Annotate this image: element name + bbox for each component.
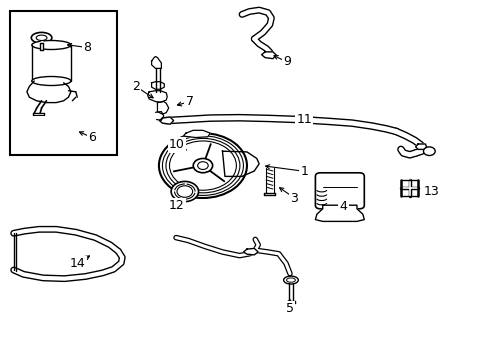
Text: 4: 4 <box>339 200 347 213</box>
Ellipse shape <box>283 276 298 284</box>
Ellipse shape <box>32 77 71 85</box>
Text: 14: 14 <box>69 257 85 270</box>
Polygon shape <box>222 151 259 176</box>
Polygon shape <box>159 117 173 124</box>
Text: 1: 1 <box>300 165 308 178</box>
Text: 2: 2 <box>132 80 140 93</box>
Circle shape <box>423 147 434 156</box>
Polygon shape <box>157 102 168 114</box>
Text: 7: 7 <box>185 95 193 108</box>
Ellipse shape <box>286 278 295 282</box>
Bar <box>10 11 117 155</box>
Polygon shape <box>151 57 161 68</box>
Circle shape <box>197 162 208 170</box>
Polygon shape <box>183 130 210 138</box>
Text: 8: 8 <box>83 41 91 54</box>
Text: 5: 5 <box>285 302 293 315</box>
Polygon shape <box>151 82 164 89</box>
Text: 3: 3 <box>290 192 298 204</box>
FancyBboxPatch shape <box>315 173 364 209</box>
Circle shape <box>171 181 198 202</box>
Circle shape <box>193 158 212 173</box>
Circle shape <box>177 186 192 197</box>
Text: 12: 12 <box>169 199 184 212</box>
Polygon shape <box>415 144 426 149</box>
Ellipse shape <box>31 32 52 43</box>
Polygon shape <box>261 52 276 59</box>
Text: 10: 10 <box>169 138 184 151</box>
Text: 13: 13 <box>423 185 438 198</box>
Text: 6: 6 <box>88 131 96 144</box>
Polygon shape <box>315 205 364 221</box>
Text: 9: 9 <box>283 55 290 68</box>
Text: 11: 11 <box>296 113 311 126</box>
Ellipse shape <box>32 40 71 49</box>
Ellipse shape <box>36 35 47 40</box>
Polygon shape <box>147 91 167 102</box>
Polygon shape <box>243 248 258 255</box>
